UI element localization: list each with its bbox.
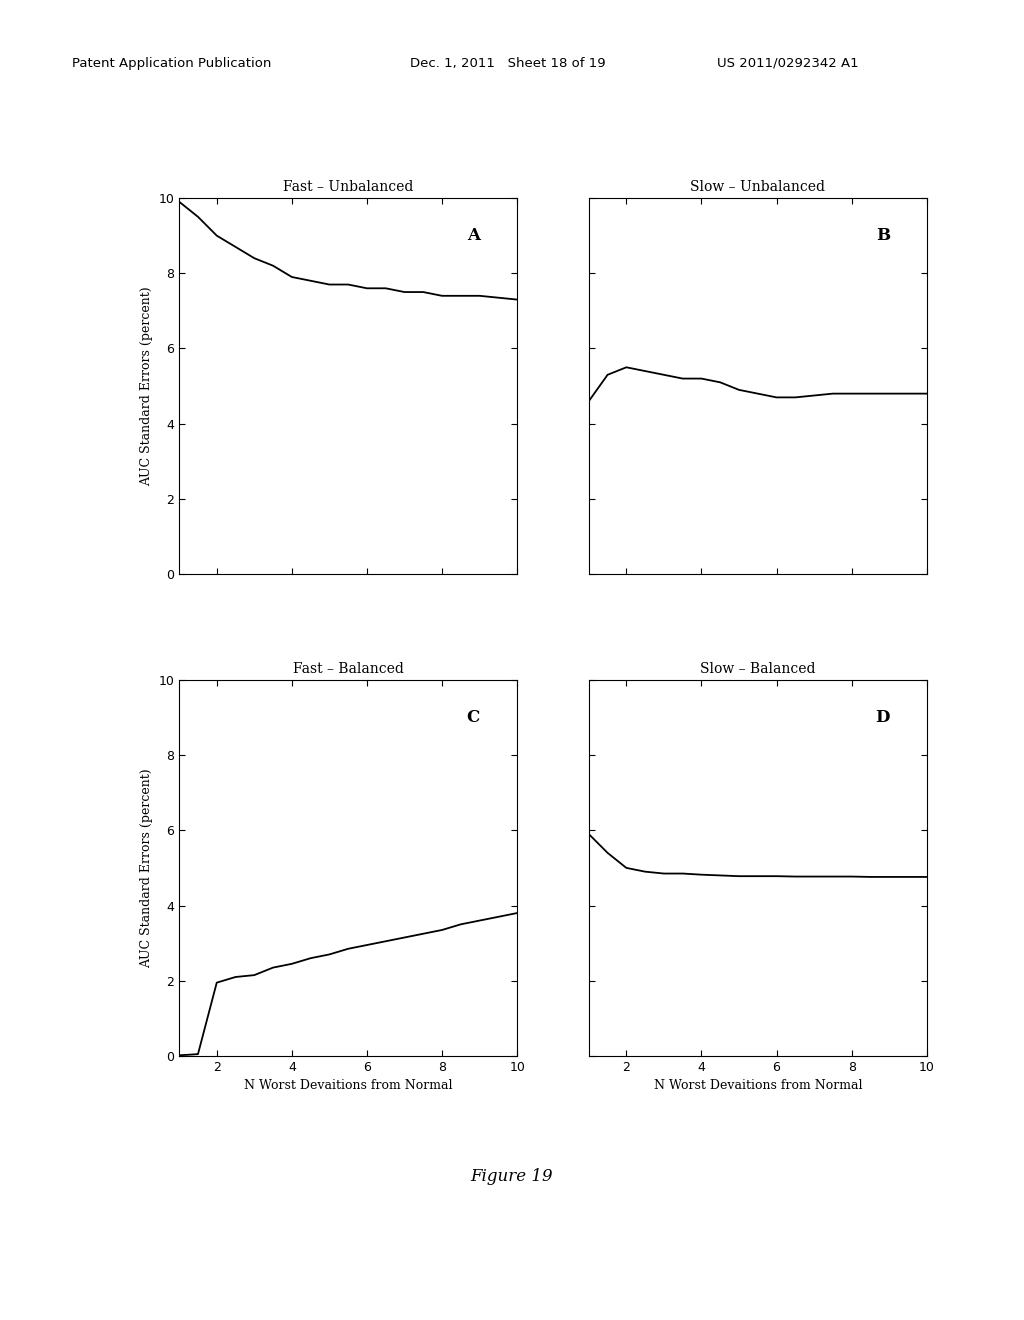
Y-axis label: AUC Standard Errors (percent): AUC Standard Errors (percent): [140, 286, 153, 486]
Text: Dec. 1, 2011   Sheet 18 of 19: Dec. 1, 2011 Sheet 18 of 19: [410, 57, 605, 70]
Text: A: A: [467, 227, 479, 244]
Text: Patent Application Publication: Patent Application Publication: [72, 57, 271, 70]
Text: D: D: [876, 709, 890, 726]
Y-axis label: AUC Standard Errors (percent): AUC Standard Errors (percent): [140, 768, 153, 968]
Title: Slow – Balanced: Slow – Balanced: [700, 661, 815, 676]
X-axis label: N Worst Devaitions from Normal: N Worst Devaitions from Normal: [653, 1080, 862, 1093]
Text: B: B: [876, 227, 890, 244]
Title: Fast – Unbalanced: Fast – Unbalanced: [283, 180, 414, 194]
Title: Fast – Balanced: Fast – Balanced: [293, 661, 403, 676]
Text: Figure 19: Figure 19: [471, 1168, 553, 1185]
X-axis label: N Worst Devaitions from Normal: N Worst Devaitions from Normal: [244, 1080, 453, 1093]
Title: Slow – Unbalanced: Slow – Unbalanced: [690, 180, 825, 194]
Text: C: C: [467, 709, 480, 726]
Text: US 2011/0292342 A1: US 2011/0292342 A1: [717, 57, 858, 70]
